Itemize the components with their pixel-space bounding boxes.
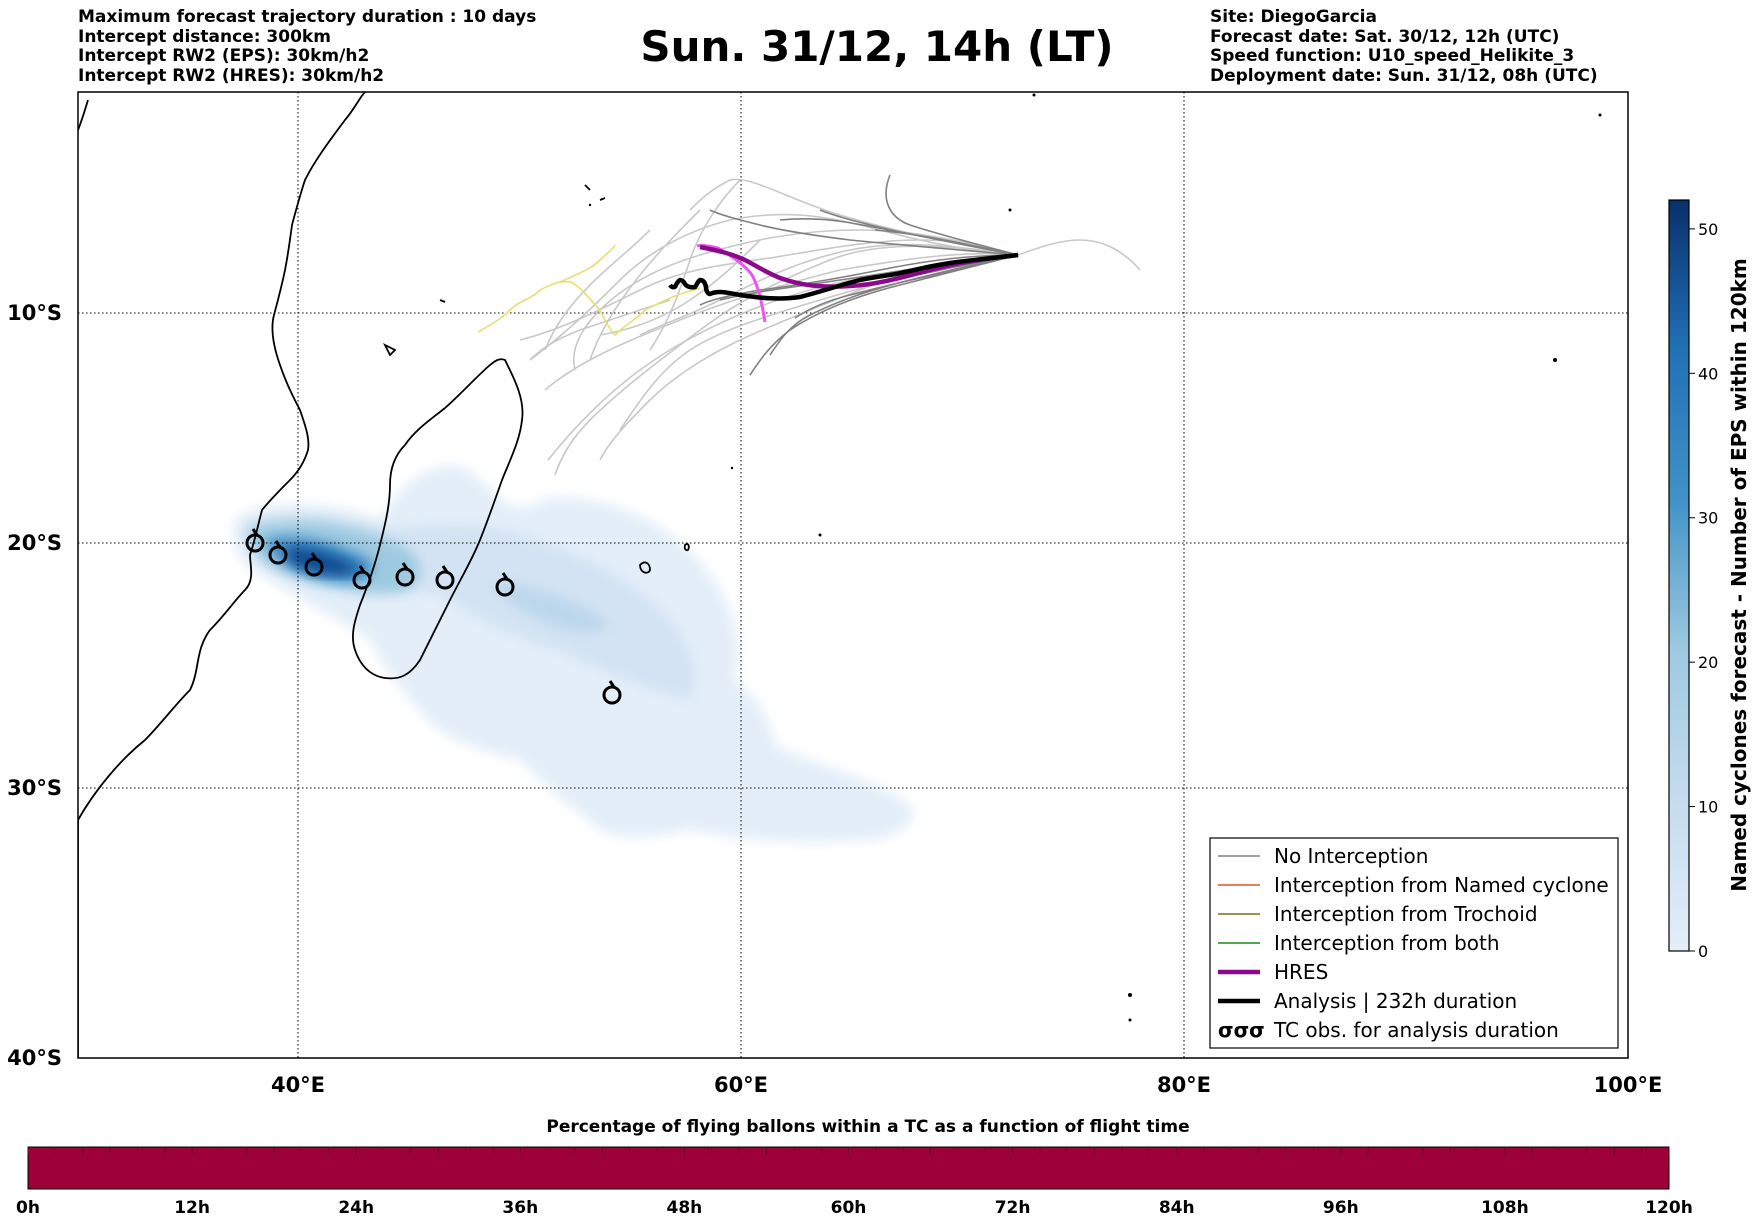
colorbar-tick-label: 50 [1698, 220, 1718, 239]
colorbar-gradient [1668, 199, 1690, 952]
legend-label-no-interception: No Interception [1274, 844, 1428, 868]
header-left-line: Maximum forecast trajectory duration : 1… [78, 7, 537, 27]
trajectory-analysis [668, 252, 1019, 301]
time-bar-tick-label: 60h [831, 1198, 867, 1218]
tc-symbol [352, 565, 372, 590]
tc-symbol [268, 540, 288, 565]
density-field [233, 466, 913, 842]
header-left-line: Intercept RW2 (HRES): 30km/h2 [78, 65, 385, 86]
colorbar-tick-label: 20 [1698, 653, 1718, 672]
tc-symbol [245, 528, 265, 553]
header-left-line: Intercept RW2 (EPS): 30km/h2 [78, 46, 370, 66]
time-bar-tick-label: 108h [1481, 1198, 1529, 1218]
tc-symbol [602, 680, 622, 705]
coastlines [78, 92, 690, 1058]
legend-symbol-tc: σσσ [1218, 1018, 1265, 1042]
legend-label-trochoid: Interception from Trochoid [1274, 902, 1538, 926]
island-comoros [382, 342, 397, 357]
time-bar-tick-label: 24h [338, 1198, 374, 1218]
density-level-3b [496, 580, 610, 633]
density-level-5 [285, 547, 360, 576]
trajectories-light [519, 178, 1141, 476]
colorbar-tick-label: 0 [1698, 942, 1708, 961]
legend-label-tc-obs: TC obs. for analysis duration [1273, 1018, 1559, 1042]
legend-label-analysis: Analysis | 232h duration [1274, 989, 1517, 1013]
time-bar-tick-label: 12h [174, 1198, 210, 1218]
africa-coast [78, 92, 366, 1058]
colorbar-tick-label: 30 [1698, 509, 1718, 528]
graticule [78, 92, 1628, 1058]
lat-label-10s: 10°S [7, 301, 62, 325]
lat-label-30s: 30°S [7, 776, 62, 800]
time-bar-tick-label: 120h [1645, 1198, 1693, 1218]
tc-symbol [495, 572, 515, 597]
map-area [78, 92, 1628, 1058]
tc-observations [245, 528, 622, 705]
legend-label-both: Interception from both [1274, 931, 1500, 955]
trajectories-no-interception [699, 174, 1019, 376]
island-mauritius [683, 543, 690, 552]
lat-label-20s: 20°S [7, 531, 62, 555]
colorbar-right: 0 10 20 30 40 50 Named cyclones forecast - Nu… [1668, 199, 1751, 961]
legend-box [1209, 837, 1619, 1049]
time-bar-tick-label: 72h [995, 1198, 1031, 1218]
header-right-line: Deployment date: Sun. 31/12, 08h (UTC) [1210, 65, 1598, 86]
small-islands [588, 93, 1602, 1022]
lon-label-40e: 40°E [271, 1073, 325, 1097]
trajectory-hres [699, 244, 1019, 289]
legend: No Interception Interception from Named … [1209, 837, 1619, 1049]
island-seychelles [439, 184, 606, 303]
tc-symbol [395, 562, 415, 587]
lon-label-100e: 100°E [1594, 1073, 1663, 1097]
header-left: Maximum forecast trajectory duration : 1… [78, 7, 537, 86]
time-bar: Percentage of flying ballons within a TC… [16, 1117, 1693, 1218]
tc-symbol [304, 552, 324, 577]
lat-label-40s: 40°S [7, 1046, 62, 1070]
trajectory-yellow [477, 244, 701, 337]
legend-label-hres: HRES [1274, 960, 1328, 984]
header-right-line: Site: DiegoGarcia [1210, 7, 1377, 27]
header-left-line: Intercept distance: 300km [78, 26, 331, 47]
madagascar-coast [352, 358, 524, 680]
colorbar-tick-label: 10 [1698, 798, 1718, 817]
map-title: Sun. 31/12, 14h (LT) [640, 22, 1114, 71]
island-reunion [639, 561, 651, 574]
time-bar-tick-label: 48h [667, 1198, 703, 1218]
header-right: Site: DiegoGarcia Forecast date: Sat. 30… [1210, 7, 1598, 86]
time-bar-tick-label: 36h [502, 1198, 538, 1218]
time-bar-ticks: 0h 12h 24h 36h 48h 60h 72h 84h 96h 108h 120h [16, 1147, 1693, 1218]
time-bar-title: Percentage of flying ballons within a TC… [546, 1117, 1189, 1137]
lon-label-80e: 80°E [1157, 1073, 1211, 1097]
time-bar-tick-label: 0h [16, 1198, 40, 1218]
header-right-line: Speed function: U10_speed_Helikite_3 [1210, 46, 1575, 66]
tc-symbol [435, 565, 455, 590]
map-frame [77, 91, 1629, 1059]
header-right-line: Forecast date: Sat. 30/12, 12h (UTC) [1210, 26, 1560, 47]
arabia-coast [78, 99, 89, 131]
time-bar-tick-label: 84h [1159, 1198, 1195, 1218]
colorbar-ticks: 0 10 20 30 40 50 [1689, 220, 1718, 961]
time-bar-tick-label: 96h [1323, 1198, 1359, 1218]
colorbar-label: Named cyclones forecast - Number of EPS … [1727, 258, 1751, 892]
colorbar-tick-label: 40 [1698, 364, 1718, 383]
legend-label-named-cyclone: Interception from Named cyclone [1274, 873, 1609, 897]
lon-label-60e: 60°E [714, 1073, 768, 1097]
